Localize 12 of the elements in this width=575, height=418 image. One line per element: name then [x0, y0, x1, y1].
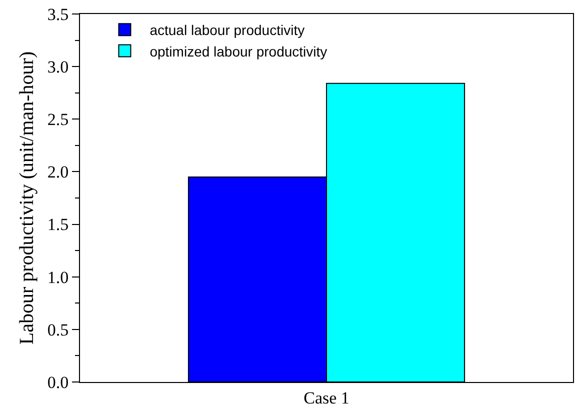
y-axis-title: Labour productivity (unit/man-hour): [16, 51, 38, 345]
y-tick-label: 2.0: [47, 162, 69, 182]
y-tick-label: 1.5: [47, 215, 69, 234]
legend-label: optimized labour productivity: [150, 43, 328, 60]
y-tick-label: 3.5: [47, 4, 69, 24]
y-tick-label: 3.0: [47, 58, 69, 77]
y-tick-label: 0.5: [47, 320, 69, 340]
y-tick-label: 0.0: [47, 372, 69, 392]
y-tick-label: 2.5: [47, 110, 69, 130]
x-tick-label: Case 1: [304, 388, 350, 408]
legend-label: actual labour productivity: [150, 22, 305, 38]
y-tick-label: 1.0: [47, 268, 69, 287]
